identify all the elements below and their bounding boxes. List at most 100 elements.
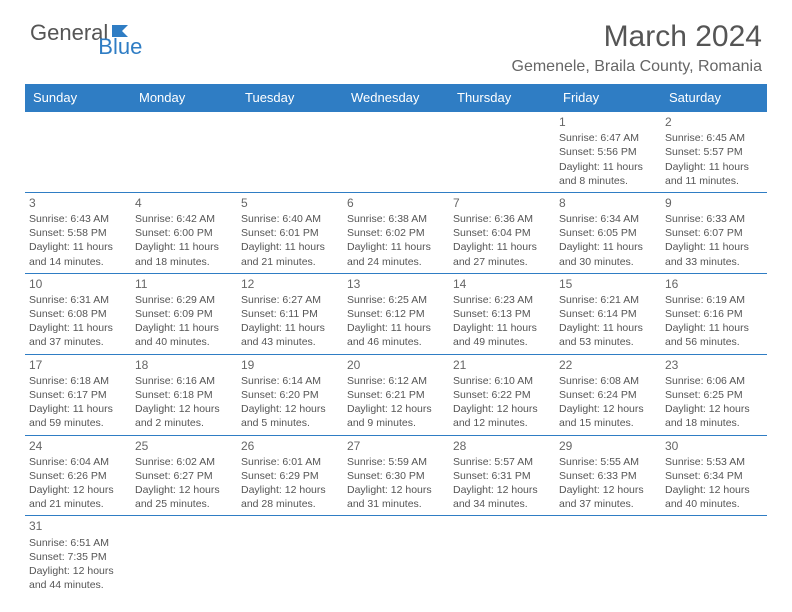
sunrise-text: Sunrise: 6:04 AM bbox=[29, 455, 127, 469]
day-number: 15 bbox=[559, 276, 657, 292]
day-number: 21 bbox=[453, 357, 551, 373]
day-cell: 21Sunrise: 6:10 AMSunset: 6:22 PMDayligh… bbox=[449, 354, 555, 435]
day-number: 22 bbox=[559, 357, 657, 373]
day-cell: 12Sunrise: 6:27 AMSunset: 6:11 PMDayligh… bbox=[237, 273, 343, 354]
calendar-row: 17Sunrise: 6:18 AMSunset: 6:17 PMDayligh… bbox=[25, 354, 767, 435]
day-number: 5 bbox=[241, 195, 339, 211]
sunrise-text: Sunrise: 6:23 AM bbox=[453, 293, 551, 307]
day-cell: 15Sunrise: 6:21 AMSunset: 6:14 PMDayligh… bbox=[555, 273, 661, 354]
day-cell: 14Sunrise: 6:23 AMSunset: 6:13 PMDayligh… bbox=[449, 273, 555, 354]
daylight-text: Daylight: 11 hours and 30 minutes. bbox=[559, 240, 657, 268]
sunset-text: Sunset: 6:13 PM bbox=[453, 307, 551, 321]
day-cell: 1Sunrise: 6:47 AMSunset: 5:56 PMDaylight… bbox=[555, 112, 661, 193]
sunrise-text: Sunrise: 6:16 AM bbox=[135, 374, 233, 388]
sunset-text: Sunset: 6:08 PM bbox=[29, 307, 127, 321]
empty-cell bbox=[25, 112, 131, 193]
empty-cell bbox=[131, 516, 237, 596]
day-number: 18 bbox=[135, 357, 233, 373]
day-number: 8 bbox=[559, 195, 657, 211]
daylight-text: Daylight: 11 hours and 46 minutes. bbox=[347, 321, 445, 349]
sunrise-text: Sunrise: 6:25 AM bbox=[347, 293, 445, 307]
empty-cell bbox=[237, 112, 343, 193]
day-cell: 29Sunrise: 5:55 AMSunset: 6:33 PMDayligh… bbox=[555, 435, 661, 516]
daylight-text: Daylight: 11 hours and 33 minutes. bbox=[665, 240, 763, 268]
day-cell: 31Sunrise: 6:51 AMSunset: 7:35 PMDayligh… bbox=[25, 516, 131, 596]
day-number: 30 bbox=[665, 438, 763, 454]
sunset-text: Sunset: 6:33 PM bbox=[559, 469, 657, 483]
calendar-row: 31Sunrise: 6:51 AMSunset: 7:35 PMDayligh… bbox=[25, 516, 767, 596]
day-number: 19 bbox=[241, 357, 339, 373]
empty-cell bbox=[131, 112, 237, 193]
day-cell: 3Sunrise: 6:43 AMSunset: 5:58 PMDaylight… bbox=[25, 192, 131, 273]
daylight-text: Daylight: 11 hours and 11 minutes. bbox=[665, 160, 763, 188]
day-number: 28 bbox=[453, 438, 551, 454]
sunset-text: Sunset: 6:27 PM bbox=[135, 469, 233, 483]
daylight-text: Daylight: 12 hours and 37 minutes. bbox=[559, 483, 657, 511]
day-cell: 8Sunrise: 6:34 AMSunset: 6:05 PMDaylight… bbox=[555, 192, 661, 273]
day-cell: 27Sunrise: 5:59 AMSunset: 6:30 PMDayligh… bbox=[343, 435, 449, 516]
logo-text-general: General bbox=[30, 20, 108, 46]
day-number: 7 bbox=[453, 195, 551, 211]
day-number: 23 bbox=[665, 357, 763, 373]
day-number: 13 bbox=[347, 276, 445, 292]
sunset-text: Sunset: 5:57 PM bbox=[665, 145, 763, 159]
daylight-text: Daylight: 12 hours and 44 minutes. bbox=[29, 564, 127, 592]
day-number: 12 bbox=[241, 276, 339, 292]
day-number: 25 bbox=[135, 438, 233, 454]
sunrise-text: Sunrise: 6:43 AM bbox=[29, 212, 127, 226]
daylight-text: Daylight: 12 hours and 40 minutes. bbox=[665, 483, 763, 511]
daylight-text: Daylight: 11 hours and 18 minutes. bbox=[135, 240, 233, 268]
sunrise-text: Sunrise: 6:14 AM bbox=[241, 374, 339, 388]
sunrise-text: Sunrise: 6:38 AM bbox=[347, 212, 445, 226]
sunrise-text: Sunrise: 6:47 AM bbox=[559, 131, 657, 145]
daylight-text: Daylight: 12 hours and 34 minutes. bbox=[453, 483, 551, 511]
day-number: 9 bbox=[665, 195, 763, 211]
day-header-thursday: Thursday bbox=[449, 84, 555, 112]
sunrise-text: Sunrise: 6:36 AM bbox=[453, 212, 551, 226]
day-number: 26 bbox=[241, 438, 339, 454]
daylight-text: Daylight: 12 hours and 31 minutes. bbox=[347, 483, 445, 511]
daylight-text: Daylight: 12 hours and 21 minutes. bbox=[29, 483, 127, 511]
title-block: March 2024 Gemenele, Braila County, Roma… bbox=[512, 20, 763, 76]
sunrise-text: Sunrise: 6:42 AM bbox=[135, 212, 233, 226]
day-number: 17 bbox=[29, 357, 127, 373]
day-cell: 16Sunrise: 6:19 AMSunset: 6:16 PMDayligh… bbox=[661, 273, 767, 354]
day-number: 2 bbox=[665, 114, 763, 130]
day-cell: 26Sunrise: 6:01 AMSunset: 6:29 PMDayligh… bbox=[237, 435, 343, 516]
day-header-monday: Monday bbox=[131, 84, 237, 112]
day-number: 4 bbox=[135, 195, 233, 211]
day-number: 29 bbox=[559, 438, 657, 454]
logo: General Blue bbox=[30, 20, 180, 46]
calendar-row: 1Sunrise: 6:47 AMSunset: 5:56 PMDaylight… bbox=[25, 112, 767, 193]
sunrise-text: Sunrise: 6:29 AM bbox=[135, 293, 233, 307]
sunset-text: Sunset: 6:22 PM bbox=[453, 388, 551, 402]
day-cell: 28Sunrise: 5:57 AMSunset: 6:31 PMDayligh… bbox=[449, 435, 555, 516]
day-header-wednesday: Wednesday bbox=[343, 84, 449, 112]
day-number: 27 bbox=[347, 438, 445, 454]
daylight-text: Daylight: 12 hours and 9 minutes. bbox=[347, 402, 445, 430]
daylight-text: Daylight: 11 hours and 43 minutes. bbox=[241, 321, 339, 349]
day-header-friday: Friday bbox=[555, 84, 661, 112]
daylight-text: Daylight: 12 hours and 18 minutes. bbox=[665, 402, 763, 430]
month-title: March 2024 bbox=[512, 20, 763, 54]
day-cell: 13Sunrise: 6:25 AMSunset: 6:12 PMDayligh… bbox=[343, 273, 449, 354]
day-cell: 22Sunrise: 6:08 AMSunset: 6:24 PMDayligh… bbox=[555, 354, 661, 435]
sunset-text: Sunset: 6:25 PM bbox=[665, 388, 763, 402]
daylight-text: Daylight: 12 hours and 12 minutes. bbox=[453, 402, 551, 430]
calendar-table: Sunday Monday Tuesday Wednesday Thursday… bbox=[25, 84, 767, 596]
empty-cell bbox=[555, 516, 661, 596]
daylight-text: Daylight: 11 hours and 49 minutes. bbox=[453, 321, 551, 349]
day-number: 11 bbox=[135, 276, 233, 292]
day-cell: 20Sunrise: 6:12 AMSunset: 6:21 PMDayligh… bbox=[343, 354, 449, 435]
sunrise-text: Sunrise: 5:57 AM bbox=[453, 455, 551, 469]
page-header: General Blue March 2024 Gemenele, Braila… bbox=[0, 0, 792, 84]
sunrise-text: Sunrise: 6:02 AM bbox=[135, 455, 233, 469]
day-cell: 11Sunrise: 6:29 AMSunset: 6:09 PMDayligh… bbox=[131, 273, 237, 354]
empty-cell bbox=[449, 112, 555, 193]
daylight-text: Daylight: 12 hours and 25 minutes. bbox=[135, 483, 233, 511]
sunset-text: Sunset: 6:01 PM bbox=[241, 226, 339, 240]
sunset-text: Sunset: 6:17 PM bbox=[29, 388, 127, 402]
day-number: 20 bbox=[347, 357, 445, 373]
daylight-text: Daylight: 11 hours and 24 minutes. bbox=[347, 240, 445, 268]
calendar-body: 1Sunrise: 6:47 AMSunset: 5:56 PMDaylight… bbox=[25, 112, 767, 597]
